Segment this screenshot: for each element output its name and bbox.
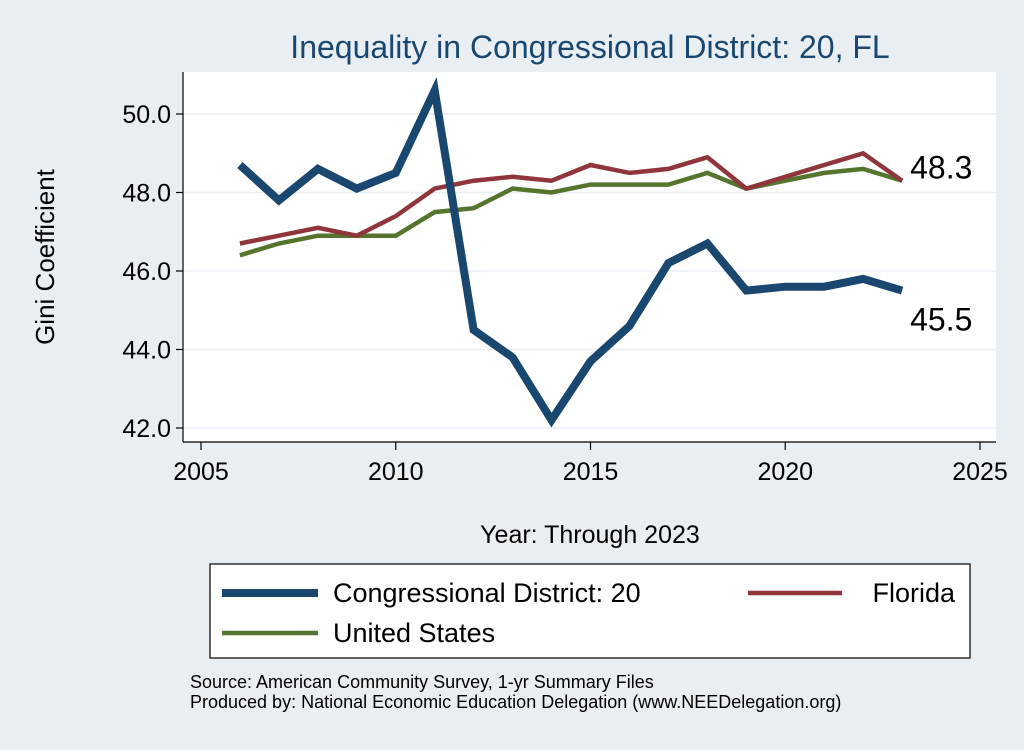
y-tick-label: 42.0: [122, 415, 171, 443]
grid-lines: [183, 113, 996, 429]
x-tick-label: 2020: [757, 458, 813, 486]
legend-label: Florida: [872, 578, 956, 608]
series-line-congressional-district-20: [237, 77, 904, 428]
produced-by-note: Produced by: National Economic Education…: [190, 692, 842, 712]
legend-box: [209, 563, 971, 659]
x-tick-label: 2015: [563, 458, 619, 486]
end-label: 48.3: [910, 150, 972, 186]
series-lines: [237, 77, 904, 428]
end-label: 45.5: [910, 302, 972, 338]
x-tick-label: 2005: [173, 458, 229, 486]
x-tick-label: 2010: [368, 458, 424, 486]
y-tick-label: 44.0: [122, 337, 171, 365]
source-note: Source: American Community Survey, 1-yr …: [190, 672, 654, 692]
x-tick-label: 2025: [952, 458, 1008, 486]
legend-entries: Congressional District: 20 Florida United …: [222, 578, 956, 648]
chart-title: Inequality in Congressional District: 20…: [290, 29, 889, 65]
axes: 42.0 44.0 46.0 48.0 50.0 2005 2010 2015 2020 2025: [122, 72, 1008, 486]
y-tick-label: 46.0: [122, 258, 171, 286]
y-tick-label: 50.0: [122, 101, 171, 129]
legend: Congressional District: 20 Florida United …: [209, 563, 971, 659]
series-line-florida: [239, 150, 904, 246]
end-labels: 48.3 45.5: [910, 150, 972, 338]
legend-label: United States: [333, 618, 495, 648]
x-axis-label: Year: Through 2023: [480, 521, 700, 549]
legend-label: Congressional District: 20: [333, 578, 641, 608]
y-axis-label: Gini Coefficient: [30, 168, 60, 345]
plot-area: [183, 72, 996, 442]
y-tick-label: 48.0: [122, 180, 171, 208]
